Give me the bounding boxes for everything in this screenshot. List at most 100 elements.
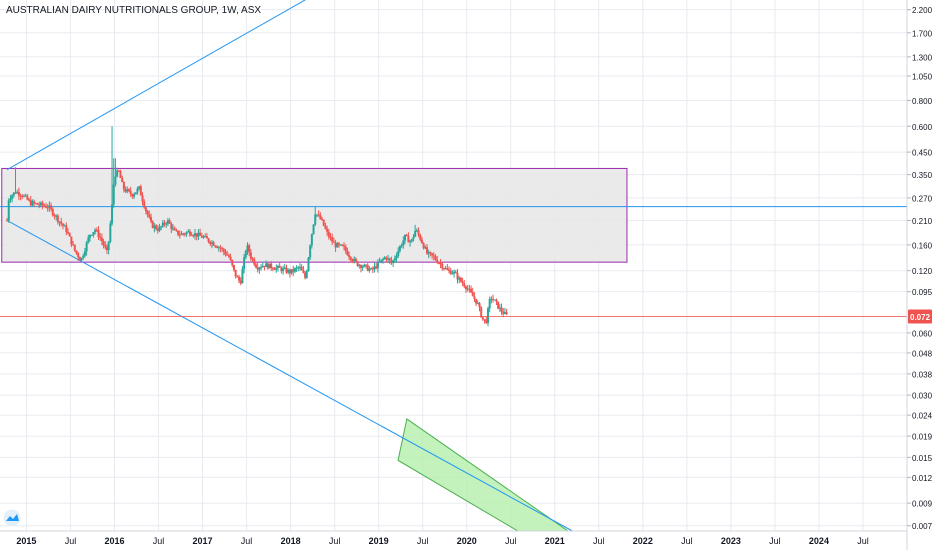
- candle-body: [109, 223, 112, 242]
- candle-body: [495, 299, 498, 302]
- candle-body: [183, 233, 186, 235]
- candle-body: [139, 186, 142, 196]
- candle-body: [112, 184, 115, 205]
- candle-body: [121, 177, 124, 183]
- candle-body: [24, 195, 27, 197]
- candle-body: [65, 225, 68, 232]
- candle-body: [70, 236, 73, 245]
- candle-body: [354, 258, 357, 262]
- price-tick-label: 1.300: [912, 53, 932, 62]
- candle-body: [319, 214, 322, 220]
- candle-body: [166, 220, 169, 224]
- candle-body: [100, 237, 103, 242]
- candle-body: [107, 241, 110, 251]
- candle-body: [143, 201, 146, 208]
- time-tick-label: Jul: [417, 536, 429, 546]
- candle-body: [246, 245, 249, 251]
- candle-body: [436, 259, 439, 263]
- candle-body: [244, 250, 247, 258]
- candle-body: [493, 299, 496, 301]
- candle-body: [332, 241, 335, 243]
- candle-body: [19, 195, 22, 197]
- candle-body: [16, 191, 19, 194]
- candle-body: [349, 257, 352, 260]
- candle-body: [38, 204, 41, 206]
- candle-body: [126, 189, 129, 192]
- time-axis[interactable]: 2015 Jul 2016 Jul 2017 Jul 2018 Jul 2019 Jul 2020 J…: [0, 530, 907, 546]
- candle-body: [402, 240, 405, 246]
- grid-layer: [0, 0, 907, 531]
- price-tick-label: 0.450: [912, 149, 932, 158]
- candle-body: [249, 252, 252, 259]
- candle-body: [56, 215, 59, 222]
- candle-body: [72, 244, 75, 246]
- candle-body: [283, 267, 286, 269]
- candle-body: [192, 235, 195, 237]
- price-axis[interactable]: 2.200 1.700 1.300 1.050 0.800 0.600 0.450 0.350…: [906, 0, 932, 550]
- candle-body: [412, 236, 415, 240]
- price-tick-label: 0.038: [912, 370, 932, 379]
- candle-body: [505, 312, 508, 315]
- candle-body: [222, 248, 225, 252]
- candle-body: [149, 217, 152, 222]
- candle-body: [178, 234, 181, 236]
- candle-body: [216, 246, 219, 248]
- candle-body: [492, 298, 495, 300]
- candle-body: [322, 219, 325, 226]
- candle-body: [366, 264, 369, 271]
- price-tick-label: 0.270: [912, 194, 932, 203]
- candle-body: [187, 231, 190, 233]
- candle-body: [85, 242, 88, 252]
- candle-body: [351, 259, 354, 262]
- time-tick-label: 2019: [369, 536, 389, 546]
- candle-body: [475, 298, 478, 304]
- candle-body: [273, 269, 276, 271]
- candle-body: [388, 258, 391, 261]
- price-tick-label: 0.007: [912, 522, 932, 531]
- candle-body: [117, 170, 120, 172]
- candle-body: [161, 222, 164, 227]
- candle-body: [409, 241, 412, 243]
- time-tick-label: Jul: [241, 536, 253, 546]
- candle-body: [275, 267, 278, 270]
- candle-body: [83, 251, 86, 256]
- candle-body: [129, 190, 132, 195]
- candle-body: [307, 257, 310, 272]
- candle-body: [60, 221, 63, 224]
- candle-body: [241, 269, 244, 284]
- candle-body: [297, 267, 300, 269]
- candle-body: [339, 244, 342, 246]
- tradingview-logo-icon[interactable]: [3, 509, 21, 527]
- candle-body: [498, 307, 501, 309]
- candle-body: [77, 253, 80, 258]
- candle-body: [221, 248, 224, 250]
- trend-line: [6, 220, 573, 532]
- candle-body: [331, 237, 334, 242]
- candle-body: [265, 263, 268, 267]
- candle-body: [50, 205, 53, 209]
- candle-body: [122, 182, 125, 190]
- candle-body: [144, 207, 147, 211]
- candle-body: [390, 260, 393, 264]
- price-tick-label: 0.600: [912, 123, 932, 132]
- candle-body: [476, 302, 479, 304]
- candle-body: [133, 194, 136, 197]
- candle-body: [195, 233, 198, 237]
- candle-body: [155, 225, 158, 230]
- candle-body: [114, 176, 117, 185]
- candle-body: [131, 194, 134, 197]
- candle-body: [199, 232, 202, 236]
- candle-body: [385, 257, 388, 260]
- candle-body: [481, 317, 484, 320]
- candle-body: [427, 251, 430, 254]
- candle-body: [376, 261, 379, 269]
- candle-body: [302, 270, 305, 273]
- candle-body: [293, 268, 296, 272]
- candle-body: [343, 245, 346, 247]
- candle-body: [310, 234, 313, 246]
- candle-body: [26, 195, 29, 200]
- candle-body: [453, 271, 456, 274]
- candle-body: [395, 255, 398, 259]
